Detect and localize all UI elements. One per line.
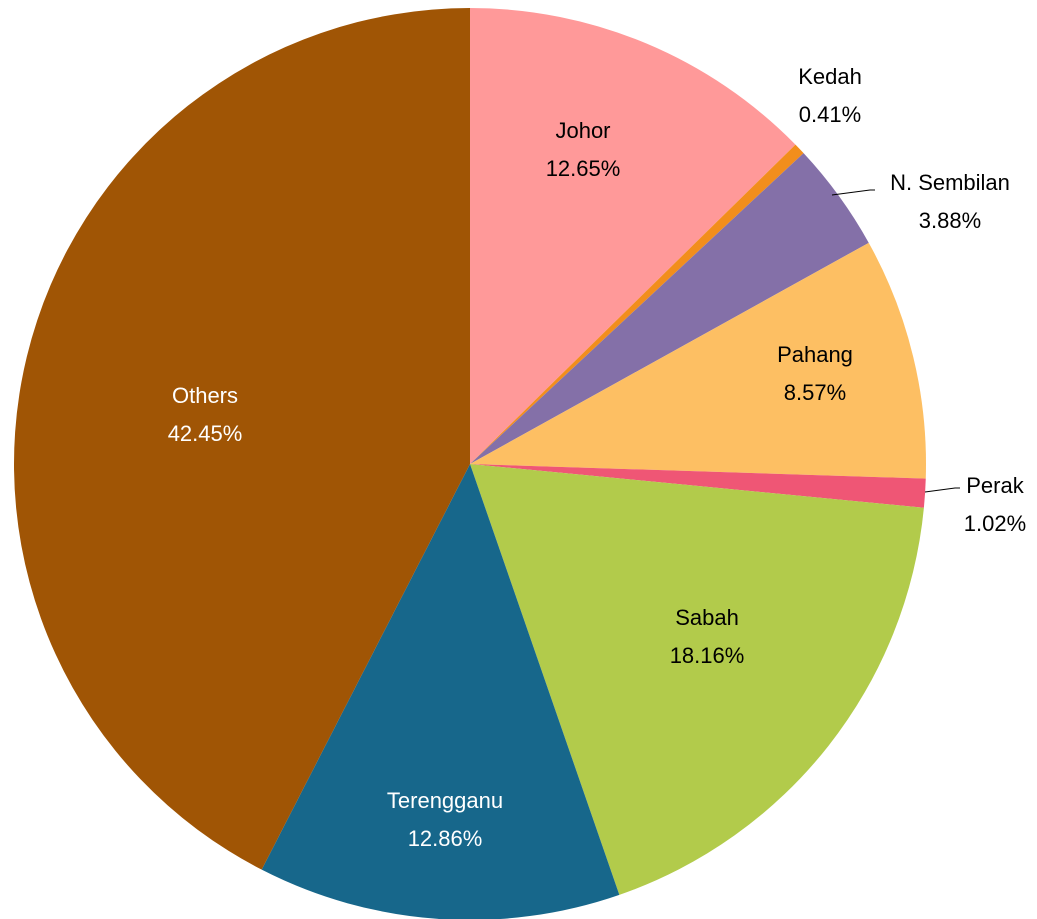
leader-line (924, 487, 960, 493)
pie-slice (470, 8, 796, 464)
pie-slice (13, 8, 470, 870)
slice-value-label: 8.57% (784, 380, 846, 405)
slice-value-label: 18.16% (670, 643, 745, 668)
pie-slice (470, 144, 804, 464)
slice-value-label: 1.02% (964, 511, 1026, 536)
slice-value-label: 12.65% (546, 156, 621, 181)
slice-label: Others (172, 383, 238, 408)
slice-label: Kedah (798, 64, 862, 89)
slice-label: Pahang (777, 342, 853, 367)
slice-label: Terengganu (387, 788, 503, 813)
slice-value-label: 3.88% (919, 208, 981, 233)
slice-label: Johor (555, 118, 610, 143)
pie-slice (470, 464, 926, 508)
slice-value-label: 0.41% (799, 102, 861, 127)
slice-label: Sabah (675, 605, 739, 630)
slice-label: N. Sembilan (890, 170, 1010, 195)
slice-value-label: 12.86% (408, 826, 483, 851)
slice-label: Perak (966, 473, 1024, 498)
pie-slice (470, 464, 924, 895)
pie-slice (470, 242, 926, 479)
slice-value-label: 42.45% (168, 421, 243, 446)
pie-slice (261, 464, 620, 919)
leader-line (831, 189, 875, 196)
pie-slice (470, 153, 869, 465)
